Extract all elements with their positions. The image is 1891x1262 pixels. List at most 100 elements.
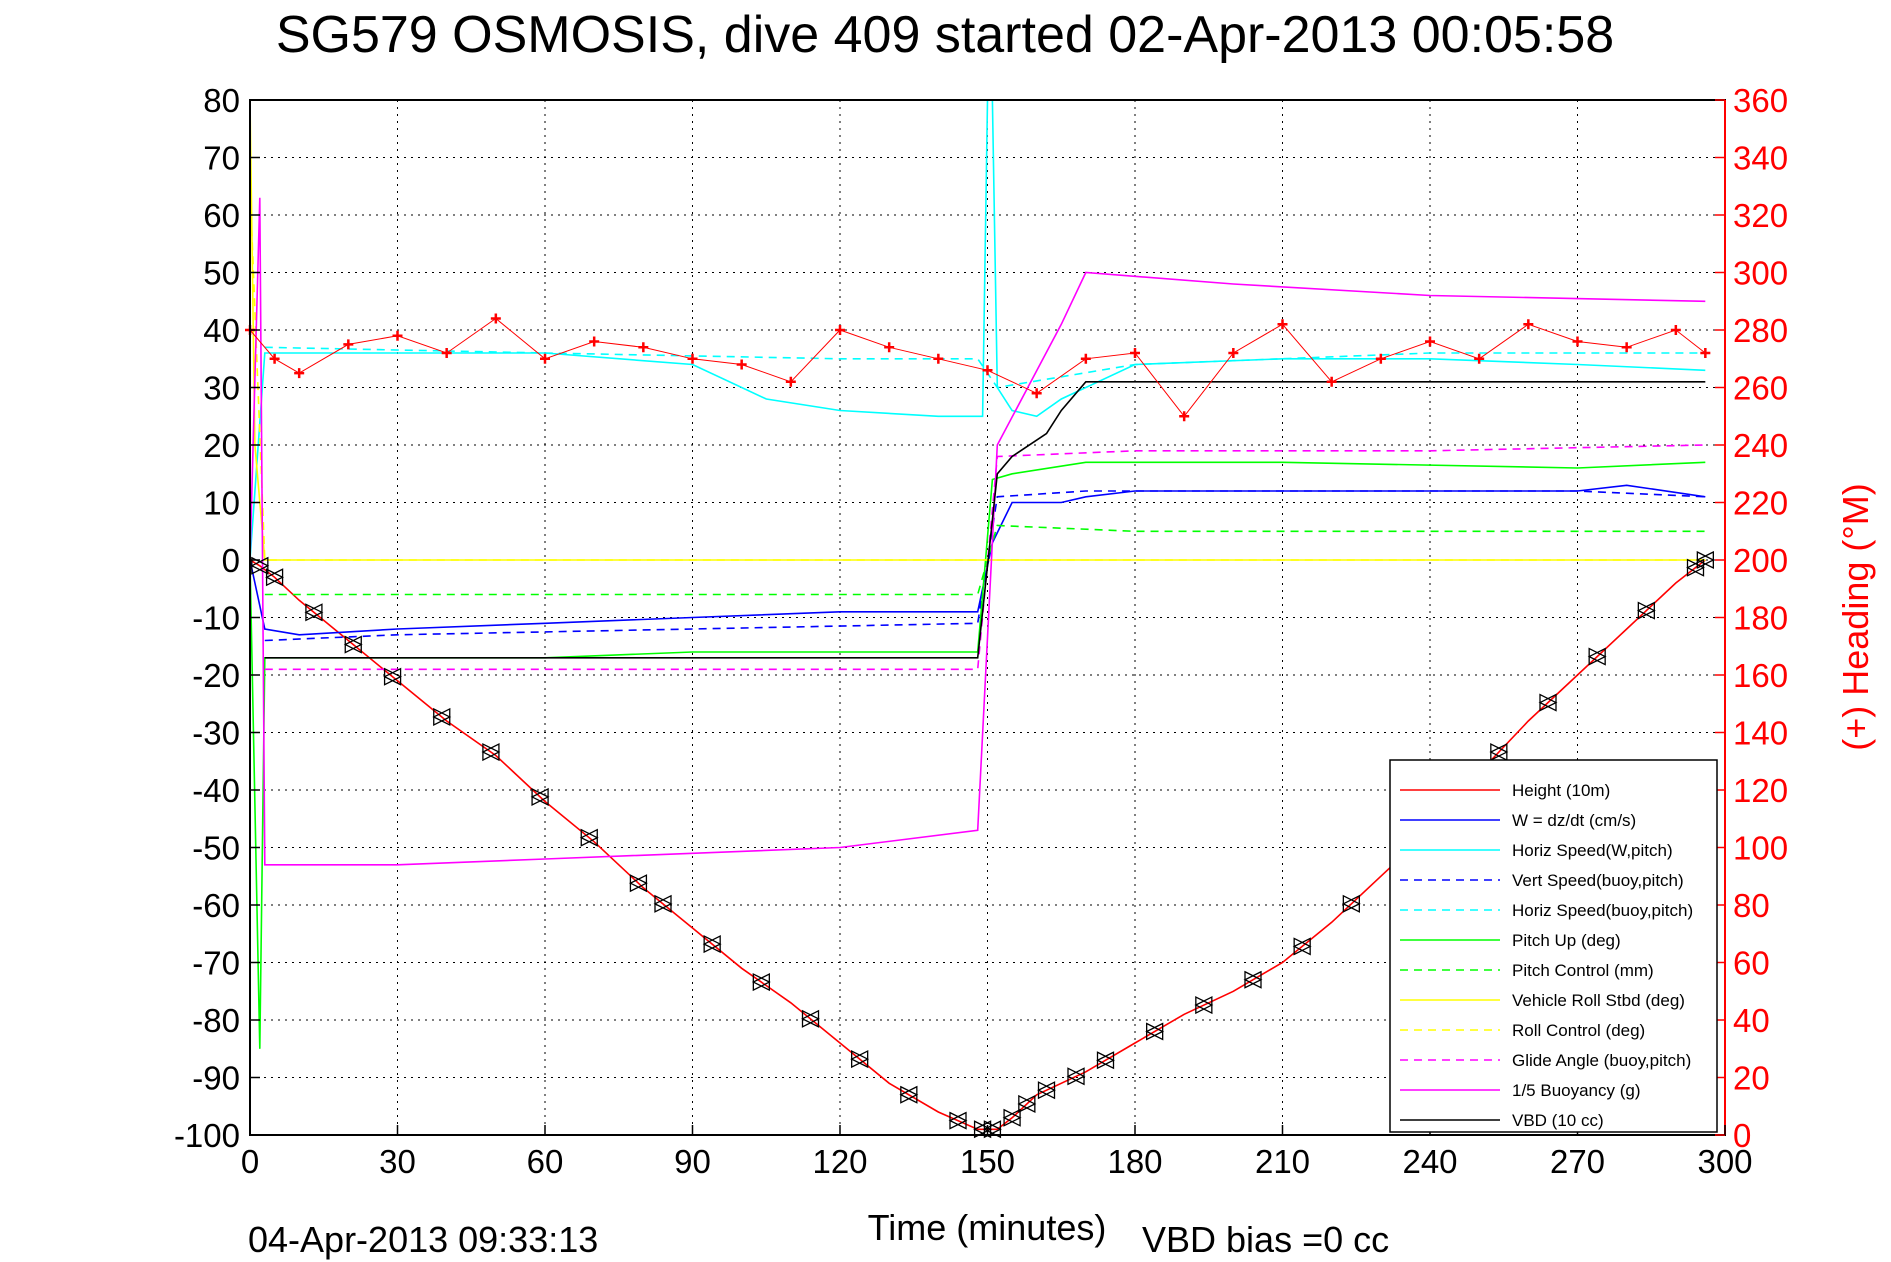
heading-point bbox=[933, 353, 944, 364]
heading-point bbox=[1228, 348, 1239, 358]
x-tick-label: 60 bbox=[527, 1143, 564, 1180]
right-tick-label: 320 bbox=[1733, 197, 1788, 234]
right-tick-label: 160 bbox=[1733, 657, 1788, 694]
left-tick-label: 0 bbox=[222, 542, 240, 579]
heading-point bbox=[1425, 336, 1435, 347]
left-tick-label: -20 bbox=[192, 657, 240, 694]
heading-point bbox=[343, 339, 354, 350]
legend-box bbox=[1389, 759, 1718, 1133]
event-marker bbox=[1145, 1022, 1165, 1041]
heading-point bbox=[1080, 353, 1091, 364]
heading-point bbox=[1700, 348, 1711, 358]
event-marker bbox=[850, 1050, 870, 1069]
legend-label-w: W = dz/dt (cm/s) bbox=[1512, 811, 1636, 830]
x-tick-label: 270 bbox=[1550, 1143, 1605, 1180]
x-tick-label: 90 bbox=[674, 1143, 711, 1180]
event-marker bbox=[973, 1120, 993, 1139]
event-marker bbox=[1341, 894, 1361, 913]
chart-title: SG579 OSMOSIS, dive 409 started 02-Apr-2… bbox=[276, 6, 1614, 64]
right-tick-label: 280 bbox=[1733, 312, 1788, 349]
event-marker bbox=[1243, 970, 1263, 989]
series-line-vert_speed_buoy bbox=[264, 490, 1706, 642]
event-marker bbox=[702, 935, 722, 954]
event-marker bbox=[432, 707, 452, 727]
heading-point bbox=[269, 353, 280, 364]
legend: Height (10m) W = dz/dt (cm/s) Horiz Speed(… bbox=[1389, 759, 1718, 1133]
left-tick-label: -80 bbox=[192, 1002, 240, 1039]
x-tick-label: 30 bbox=[379, 1143, 416, 1180]
event-marker bbox=[899, 1085, 919, 1104]
event-marker bbox=[383, 667, 403, 686]
right-tick-label: 140 bbox=[1733, 715, 1788, 752]
heading-point bbox=[1670, 325, 1681, 335]
event-markers bbox=[250, 550, 1715, 1139]
left-tick-label: 60 bbox=[203, 197, 240, 234]
event-marker bbox=[751, 972, 771, 992]
left-tick-label: 80 bbox=[203, 82, 240, 119]
event-marker bbox=[1096, 1051, 1115, 1070]
event-marker bbox=[1695, 550, 1715, 570]
event-marker bbox=[343, 635, 363, 654]
legend-label-roll_control: Roll Control (deg) bbox=[1512, 1021, 1645, 1040]
event-marker bbox=[250, 556, 270, 575]
heading-point bbox=[294, 368, 305, 379]
legend-label-pitch_control: Pitch Control (mm) bbox=[1512, 961, 1654, 980]
event-marker bbox=[628, 874, 648, 893]
x-tick-label: 120 bbox=[812, 1143, 867, 1180]
event-marker bbox=[1002, 1108, 1022, 1127]
left-tick-label: -100 bbox=[174, 1117, 240, 1154]
heading-point bbox=[638, 342, 649, 353]
event-marker bbox=[530, 787, 550, 806]
right-tick-label: 60 bbox=[1733, 945, 1770, 982]
event-marker bbox=[982, 1120, 1002, 1139]
right-tick-label: 260 bbox=[1733, 370, 1788, 407]
right-tick-label: 120 bbox=[1733, 772, 1788, 809]
series-line-pitch_control bbox=[264, 524, 1706, 596]
legend-label-horiz_speed: Horiz Speed(W,pitch) bbox=[1512, 841, 1673, 860]
right-tick-label: 100 bbox=[1733, 830, 1788, 867]
event-marker bbox=[304, 603, 324, 622]
left-tick-label: 50 bbox=[203, 255, 240, 292]
x-tick-label: 300 bbox=[1697, 1143, 1752, 1180]
heading-point bbox=[835, 325, 845, 335]
x-tick-label: 0 bbox=[241, 1143, 259, 1180]
x-tick-label: 210 bbox=[1255, 1143, 1310, 1180]
event-marker bbox=[1489, 742, 1509, 762]
legend-label-buoyancy: 1/5 Buoyancy (g) bbox=[1512, 1081, 1641, 1100]
footer-vbd-bias: VBD bias =0 cc bbox=[1142, 1219, 1389, 1260]
legend-label-roll: Vehicle Roll Stbd (deg) bbox=[1512, 991, 1685, 1010]
series-line-roll_control bbox=[249, 186, 1706, 561]
left-tick-label: -50 bbox=[192, 830, 240, 867]
event-marker bbox=[265, 568, 285, 587]
legend-label-horiz_speed_buoy: Horiz Speed(buoy,pitch) bbox=[1512, 901, 1693, 920]
heading-point bbox=[1277, 319, 1288, 330]
series-line-vbd bbox=[264, 380, 1706, 659]
right-axis-ticks: 3603403203002802602402202001801601401201… bbox=[1715, 82, 1788, 1154]
heading-point bbox=[1474, 353, 1485, 364]
heading-point bbox=[1326, 376, 1337, 387]
heading-point bbox=[1621, 342, 1632, 353]
right-tick-label: 200 bbox=[1733, 542, 1788, 579]
heading-point bbox=[1375, 353, 1386, 364]
heading-point bbox=[884, 342, 895, 353]
legend-label-vbd: VBD (10 cc) bbox=[1512, 1111, 1604, 1130]
right-tick-label: 240 bbox=[1733, 427, 1788, 464]
heading-point bbox=[1572, 336, 1583, 347]
right-tick-label: 80 bbox=[1733, 887, 1770, 924]
left-tick-label: -60 bbox=[192, 887, 240, 924]
right-tick-label: 20 bbox=[1733, 1060, 1770, 1097]
left-tick-label: -40 bbox=[192, 772, 240, 809]
left-tick-label: 10 bbox=[203, 485, 240, 522]
event-marker bbox=[1538, 693, 1558, 712]
heading-point bbox=[589, 336, 600, 347]
event-marker bbox=[1636, 601, 1656, 620]
x-tick-label: 240 bbox=[1402, 1143, 1457, 1180]
heading-point bbox=[441, 348, 452, 358]
event-marker bbox=[1587, 647, 1607, 666]
legend-label-pitch_up: Pitch Up (deg) bbox=[1512, 931, 1621, 950]
event-marker bbox=[801, 1009, 820, 1028]
event-marker bbox=[579, 828, 599, 847]
legend-label-vert_speed_buoy: Vert Speed(buoy,pitch) bbox=[1512, 871, 1684, 890]
left-tick-label: 40 bbox=[203, 312, 240, 349]
